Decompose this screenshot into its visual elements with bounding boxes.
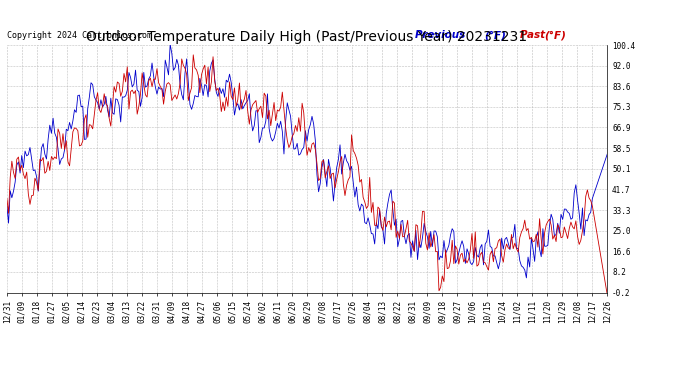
Title: Outdoor Temperature Daily High (Past/Previous Year) 20231231: Outdoor Temperature Daily High (Past/Pre… <box>86 30 528 44</box>
Text: Copyright 2024 Cartronics.com: Copyright 2024 Cartronics.com <box>7 31 152 40</box>
Text: (°F): (°F) <box>484 30 506 40</box>
Text: (°F): (°F) <box>544 30 566 40</box>
Text: Previous: Previous <box>415 30 469 40</box>
Text: Past: Past <box>520 30 549 40</box>
